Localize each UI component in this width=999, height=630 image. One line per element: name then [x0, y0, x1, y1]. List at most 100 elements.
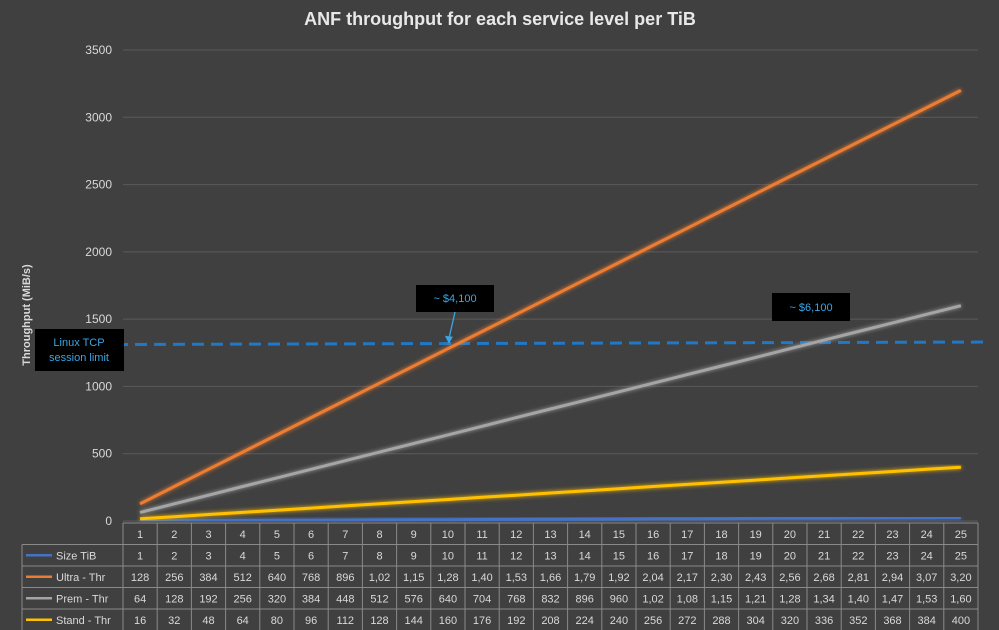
x-tick-label: 7 [342, 529, 348, 541]
legend-label: Stand - Thr [56, 615, 111, 627]
data-label: 16 [134, 615, 146, 627]
series-line-stand-thr [140, 465, 961, 521]
data-label: 144 [405, 615, 423, 627]
data-label: 208 [541, 615, 559, 627]
gridlines [123, 49, 978, 522]
x-tick-label: 21 [818, 529, 830, 541]
data-label: 1,40 [848, 594, 869, 606]
data-label: 3 [205, 551, 211, 563]
data-label: 512 [370, 594, 388, 606]
data-label: 2,56 [779, 572, 800, 584]
cost-callout-arrow [448, 311, 456, 339]
data-label: 1,02 [642, 594, 663, 606]
data-label: 15 [613, 551, 625, 563]
data-label: 256 [165, 572, 183, 584]
series-lines [139, 89, 962, 523]
data-label: 80 [271, 615, 283, 627]
y-tick-label: 1500 [85, 312, 112, 326]
data-label: 448 [336, 594, 354, 606]
data-label: 1,40 [471, 572, 492, 584]
data-label: 640 [268, 572, 286, 584]
data-label: 352 [849, 615, 867, 627]
x-tick-label: 25 [955, 529, 967, 541]
data-label: 22 [852, 551, 864, 563]
y-tick-label: 2500 [85, 178, 112, 192]
data-label: 224 [576, 615, 594, 627]
data-label: 32 [168, 615, 180, 627]
data-label: 2,43 [745, 572, 766, 584]
reference-line-layer [39, 340, 989, 347]
data-table: 1 2 3 4 5 6 7 8 9 10 11 12 13 14 15 16 17 18 19 20 21 22 23 24 2… [21, 522, 979, 630]
cost-callout-text: ~ $6,100 [789, 302, 832, 314]
data-label: 25 [955, 551, 967, 563]
series-line-prem-thr [139, 304, 962, 514]
data-label: 16 [647, 551, 659, 563]
data-label: 23 [886, 551, 898, 563]
data-label: 576 [405, 594, 423, 606]
x-tick-label: 19 [750, 529, 762, 541]
data-label: 320 [781, 615, 799, 627]
data-label: 1,15 [403, 572, 424, 584]
data-label: 8 [376, 551, 382, 563]
data-label: 12 [510, 551, 522, 563]
y-tick-label: 2000 [85, 245, 112, 259]
y-axis-title: Throughput (MiB/s) [21, 264, 33, 366]
data-label: 304 [747, 615, 765, 627]
data-label: 288 [712, 615, 730, 627]
data-label: 368 [883, 615, 901, 627]
data-label: 768 [507, 594, 525, 606]
data-label: 320 [268, 594, 286, 606]
data-label: 832 [541, 594, 559, 606]
data-label: 192 [199, 594, 217, 606]
annotations: Linux TCP session limit ~ $4,100 ~ $6,100 [35, 285, 850, 371]
y-tick-labels: 0 500 1000 1500 2000 2500 3000 3500 [85, 43, 112, 528]
x-tick-label: 1 [137, 529, 143, 541]
x-tick-label: 2 [171, 529, 177, 541]
data-label: 18 [715, 551, 727, 563]
x-tick-label: 14 [579, 529, 591, 541]
data-label: 336 [815, 615, 833, 627]
x-tick-label: 17 [681, 529, 693, 541]
data-label: 1,28 [437, 572, 458, 584]
x-tick-label: 13 [544, 529, 556, 541]
data-label: 19 [750, 551, 762, 563]
chart-title: ANF throughput for each service level pe… [304, 9, 696, 29]
data-label: 17 [681, 551, 693, 563]
data-label: 21 [818, 551, 830, 563]
data-label: 20 [784, 551, 796, 563]
data-label: 1,47 [882, 594, 903, 606]
tcp-session-limit-line [39, 340, 989, 347]
data-label: 3,07 [916, 572, 937, 584]
x-tick-label: 22 [852, 529, 864, 541]
legend-label: Ultra - Thr [56, 572, 106, 584]
y-tick-label: 3000 [85, 110, 112, 124]
data-label: 1,28 [779, 594, 800, 606]
tcp-limit-label-line: Linux TCP [53, 337, 104, 349]
x-tick-label: 24 [921, 529, 933, 541]
x-tick-label: 23 [886, 529, 898, 541]
data-label: 256 [644, 615, 662, 627]
data-label: 896 [336, 572, 354, 584]
tcp-limit-label-box [35, 329, 124, 371]
x-tick-label: 8 [376, 529, 382, 541]
data-label: 9 [411, 551, 417, 563]
data-label: 5 [274, 551, 280, 563]
data-label: 176 [473, 615, 491, 627]
x-tick-label: 18 [715, 529, 727, 541]
x-tick-label: 10 [442, 529, 454, 541]
data-label: 512 [234, 572, 252, 584]
data-label: 1,08 [677, 594, 698, 606]
cost-callout-box [772, 293, 850, 321]
data-label: 2,81 [848, 572, 869, 584]
data-label: 384 [918, 615, 936, 627]
data-label: 128 [131, 572, 149, 584]
data-label: 896 [576, 594, 594, 606]
x-tick-label: 3 [205, 529, 211, 541]
data-label: 704 [473, 594, 491, 606]
data-label: 11 [476, 551, 487, 563]
data-label: 960 [610, 594, 628, 606]
data-label: 400 [952, 615, 970, 627]
legend-label: Size TiB [56, 551, 96, 563]
data-label: 256 [234, 594, 252, 606]
